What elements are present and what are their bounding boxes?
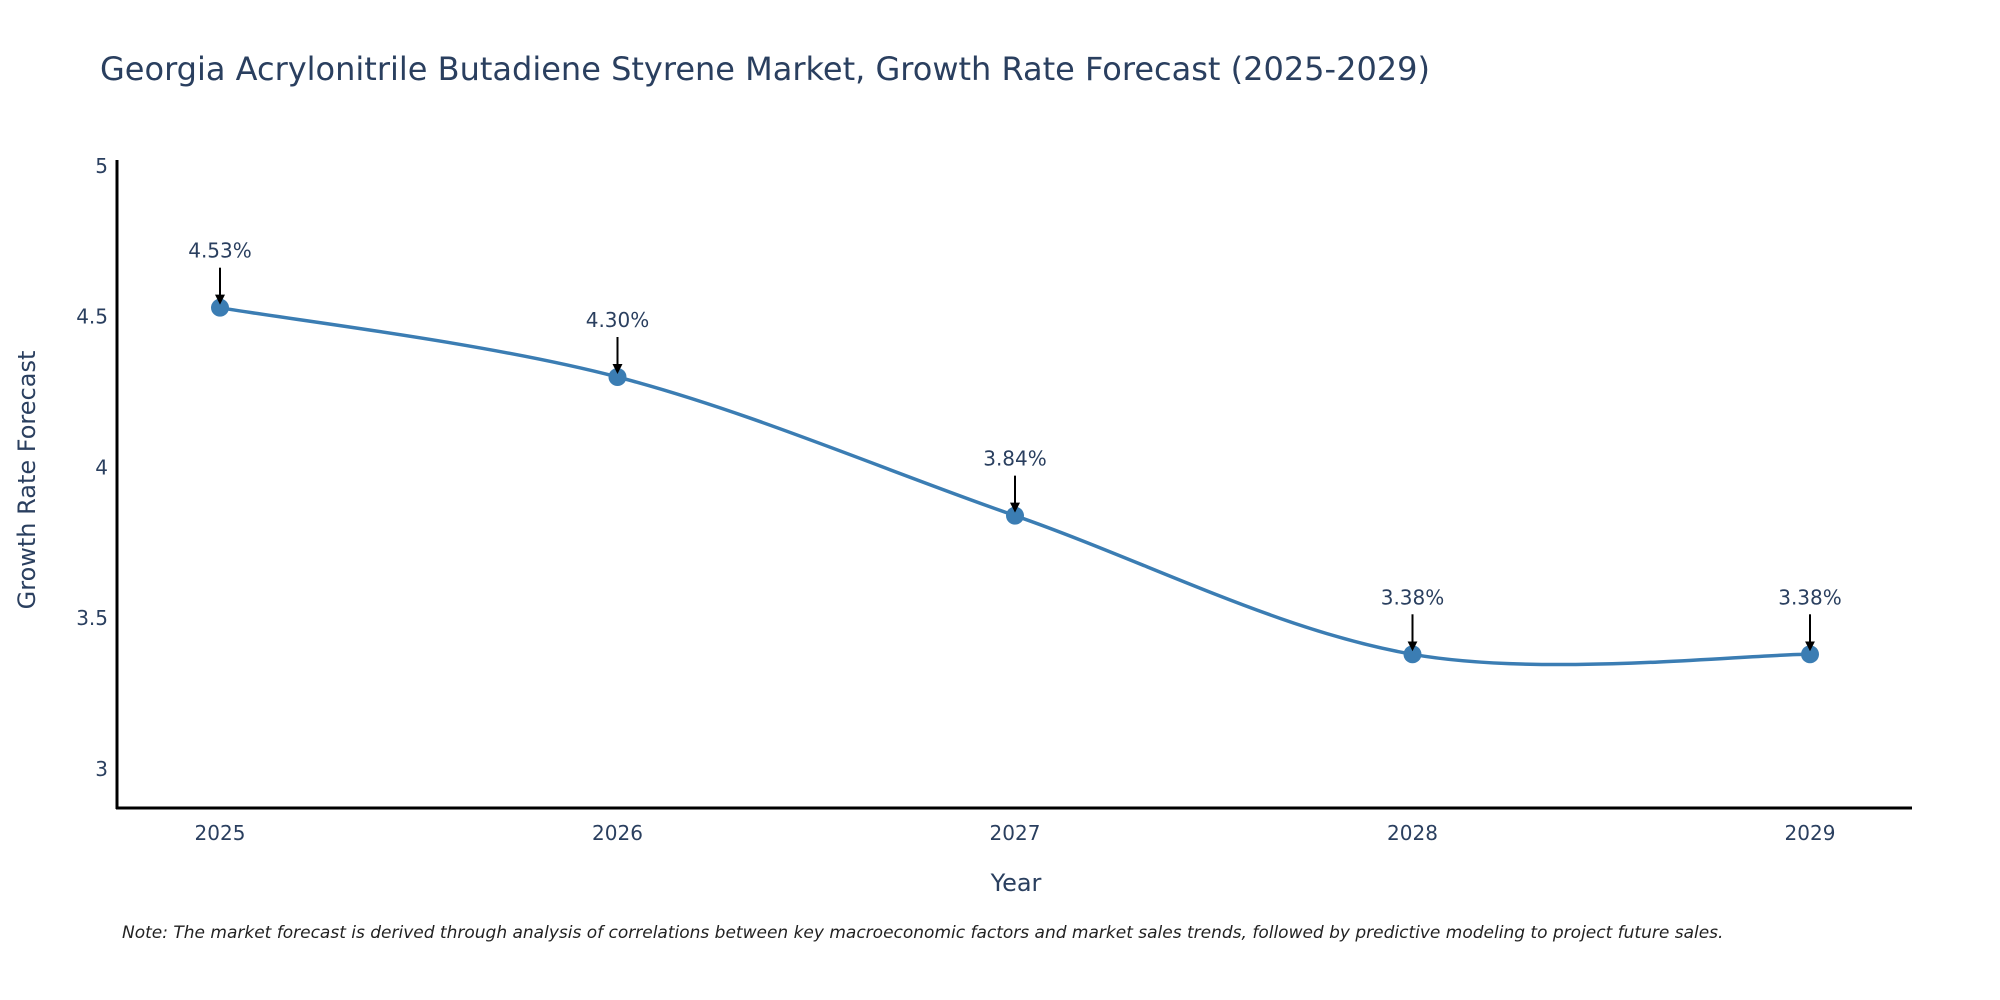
y-tick-label: 3: [95, 757, 108, 781]
y-tick-label: 4: [95, 455, 108, 479]
y-axis-title: Growth Rate Forecast: [13, 351, 41, 610]
y-tick-label: 4.5: [76, 305, 108, 329]
x-tick-label: 2025: [195, 821, 246, 845]
y-axis: 3 3.5 4 4.5 5: [76, 154, 119, 809]
y-tick-label: 3.5: [76, 606, 108, 630]
x-tick-label: 2026: [592, 821, 643, 845]
data-point: [1403, 645, 1422, 664]
x-axis-title: Year: [990, 869, 1042, 897]
data-labels: 4.53% 4.30% 3.84% 3.38% 3.38%: [188, 239, 1842, 652]
data-label: 3.38%: [1778, 585, 1842, 609]
x-axis: 2025 2026 2027 2028 2029: [116, 806, 1912, 845]
footnote: Note: The market forecast is derived thr…: [122, 923, 1723, 943]
data-label: 3.84%: [983, 447, 1047, 471]
data-point: [1801, 645, 1819, 664]
chart-title: Georgia Acrylonitrile Butadiene Styrene …: [100, 50, 1430, 88]
y-tick-label: 5: [95, 154, 108, 178]
data-label: 4.30%: [586, 308, 650, 332]
x-tick-label: 2028: [1387, 821, 1438, 845]
x-tick-label: 2027: [990, 821, 1041, 845]
data-label: 4.53%: [188, 239, 252, 263]
data-label: 3.38%: [1381, 585, 1445, 609]
data-point: [608, 368, 627, 387]
data-point: [211, 298, 229, 317]
data-point: [1006, 506, 1024, 525]
x-tick-label: 2029: [1785, 821, 1836, 845]
